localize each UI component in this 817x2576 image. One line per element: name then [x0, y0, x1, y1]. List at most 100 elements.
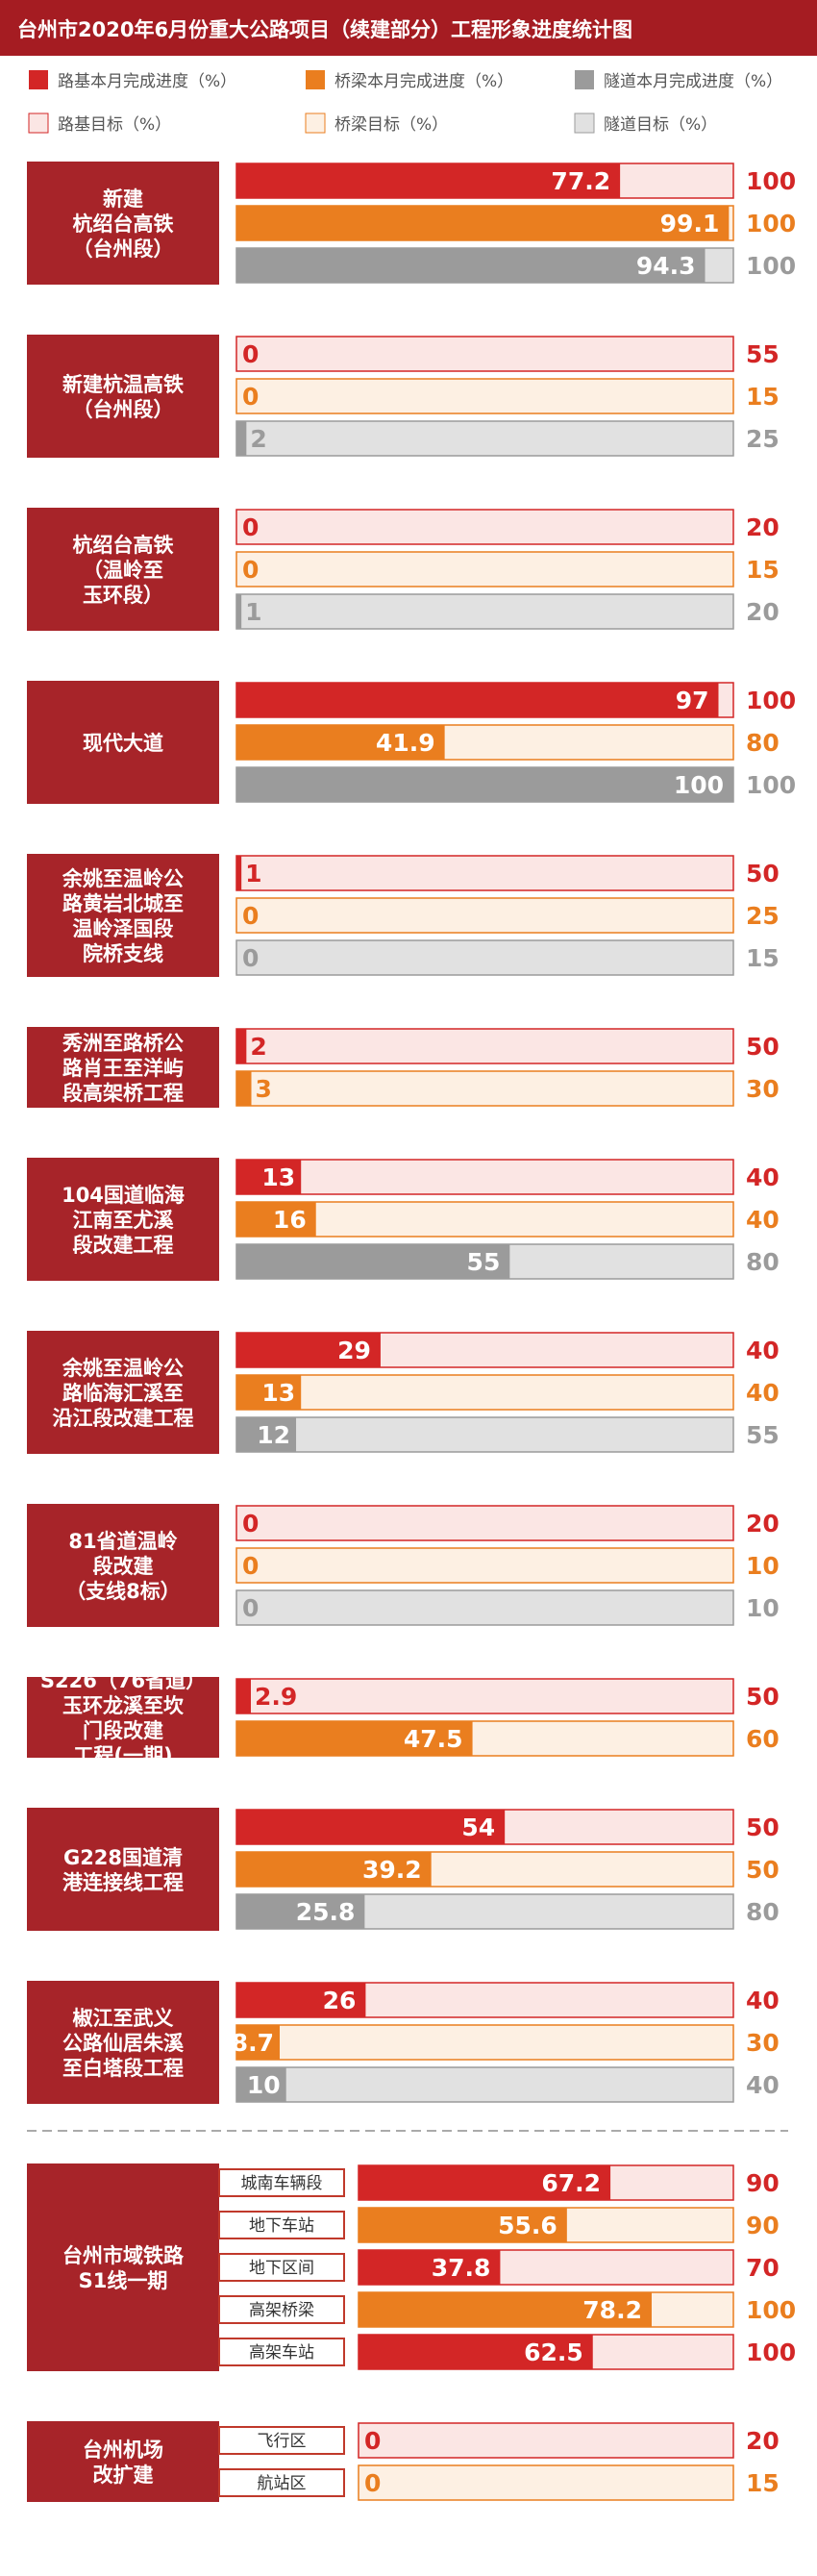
actual-bar [236, 2025, 280, 2060]
project-label-box [27, 681, 219, 804]
project-name-line: 104国道临海 [62, 1184, 185, 1207]
target-label: 20 [746, 513, 780, 541]
target-label: 50 [746, 1856, 780, 1884]
project-name-line: （台州段） [73, 398, 174, 421]
project-name-line: 沿江段改建工程 [53, 1407, 194, 1430]
value-label: 0 [242, 513, 259, 541]
target-label: 100 [746, 687, 796, 714]
target-bar [235, 336, 734, 372]
project-name-line: 公路仙居朱溪 [62, 2032, 185, 2055]
value-label: 77.2 [551, 167, 610, 195]
target-label: 50 [746, 1033, 780, 1061]
target-bar [235, 1589, 734, 1626]
target-label: 40 [746, 1163, 780, 1191]
target-bar [235, 378, 734, 414]
project-name-line: 台州机场 [83, 2438, 163, 2462]
value-label: 47.5 [404, 1725, 463, 1753]
project-name-line: 新建 [103, 188, 143, 211]
value-label: 0 [242, 340, 259, 368]
actual-bar [236, 594, 242, 629]
value-label: 1 [245, 598, 261, 626]
project-name-line: （支线8标） [65, 1580, 181, 1603]
target-bar [235, 420, 734, 457]
project-label-box [27, 1981, 219, 2104]
actual-bar [236, 1202, 316, 1237]
target-bar [235, 939, 734, 976]
target-bar [235, 1159, 734, 1195]
project-name-line: 段改建 [93, 1555, 154, 1578]
value-label: 55.6 [498, 2212, 557, 2239]
target-label: 30 [746, 1075, 780, 1103]
value-label: 13 [261, 1163, 295, 1191]
project-group-4: 现代大道 97 100 41.9 80 100 100 [27, 681, 796, 804]
project-name-line: （台州段） [73, 238, 174, 261]
actual-bar [236, 856, 242, 890]
value-label: 99.1 [660, 210, 720, 238]
target-bar [358, 2422, 734, 2459]
value-label: 8.7 [232, 2029, 274, 2057]
project-name-line: 余姚至温岭公 [62, 867, 184, 890]
sub-label: 飞行区 [258, 2432, 307, 2451]
sub-label: 高架桥梁 [249, 2301, 314, 2320]
actual-bar [236, 248, 706, 283]
value-label: 100 [674, 771, 724, 799]
legend-swatch-bridge-target [305, 113, 326, 134]
target-bar [358, 2464, 734, 2501]
project-name-line: S226（76省道） [40, 1669, 206, 1692]
target-bar [235, 509, 734, 545]
sub-label: 地下车站 [249, 2216, 314, 2236]
target-bar [235, 2024, 734, 2061]
project-label-box [27, 1027, 219, 1108]
project-label-box [27, 1677, 219, 1758]
target-label: 90 [746, 2169, 780, 2197]
project-label-box [27, 2163, 219, 2371]
target-label: 15 [746, 556, 780, 584]
value-label: 0 [242, 902, 259, 930]
project-name-line: 台州市域铁路 [62, 2244, 185, 2267]
legend-swatch-road-target [28, 113, 49, 134]
sub-label: 城南车辆段 [241, 2174, 323, 2193]
value-label: 0 [242, 383, 259, 411]
target-label: 55 [746, 340, 780, 368]
project-name-line: 港连接线工程 [62, 1871, 184, 1894]
sub-label: 航站区 [258, 2474, 307, 2493]
actual-bar [359, 2208, 567, 2242]
value-label: 16 [273, 1206, 307, 1234]
project-label-box [27, 854, 219, 977]
value-label: 26 [323, 1987, 357, 2014]
project-name-line: 椒江至武义 [73, 2007, 174, 2030]
legend-label-bridge-actual: 桥梁本月完成进度（%） [334, 72, 513, 91]
target-label: 90 [746, 2212, 780, 2239]
project-label-box [27, 1504, 219, 1627]
actual-bar [236, 1852, 432, 1887]
target-label: 40 [746, 2071, 780, 2099]
project-group-2: 新建杭温高铁（台州段） 0 55 0 15 2 25 [27, 335, 780, 458]
value-label: 0 [242, 1594, 259, 1622]
actual-bar [236, 2067, 286, 2102]
target-label: 15 [746, 944, 780, 972]
project-name-line: 段改建工程 [73, 1234, 174, 1257]
value-label: 97 [676, 687, 709, 714]
value-label: 54 [461, 1813, 495, 1841]
project-name-line: 门段改建 [83, 1719, 163, 1742]
project-name-line: 秀洲至路桥公 [62, 1032, 184, 1055]
sub-label-box [218, 2253, 345, 2282]
value-label: 25.8 [296, 1898, 356, 1926]
target-bar [235, 1374, 734, 1411]
target-bar [235, 1678, 734, 1714]
legend: 路基本月完成进度（%） 桥梁本月完成进度（%） 隧道本月完成进度（%） 路基目标（%）… [28, 70, 782, 135]
project-name-line: 杭绍台高铁 [73, 534, 174, 557]
value-label: 2.9 [255, 1683, 297, 1711]
actual-bar [359, 2335, 593, 2369]
target-label: 55 [746, 1421, 780, 1449]
project-label-box [27, 162, 219, 285]
sub-label: 高架车站 [249, 2343, 314, 2363]
value-label: 29 [337, 1337, 371, 1364]
target-label: 15 [746, 383, 780, 411]
actual-bar [236, 1244, 510, 1279]
legend-label-tunnel-target: 隧道目标（%） [604, 115, 717, 135]
